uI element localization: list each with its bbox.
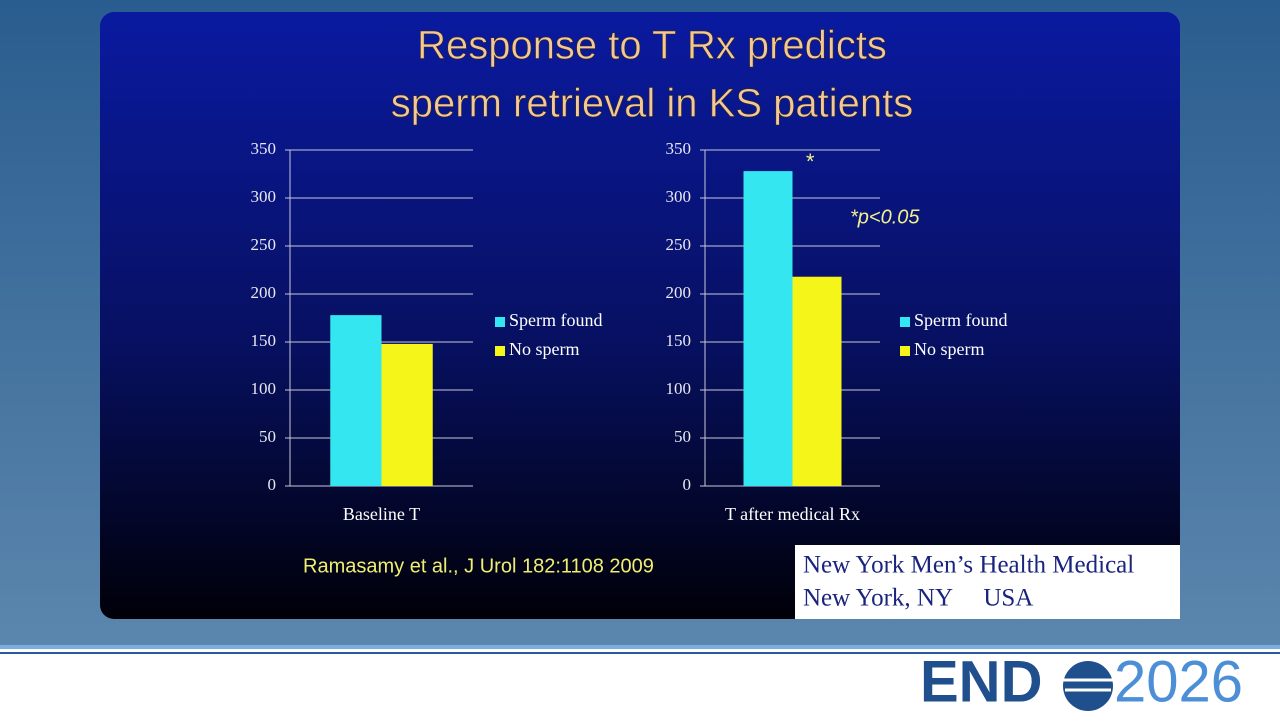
y-tick-label: 150 xyxy=(666,331,692,350)
footer-box xyxy=(795,545,1180,619)
y-tick-label: 350 xyxy=(251,139,277,158)
y-tick-label: 300 xyxy=(251,187,277,206)
x-tick-label: Baseline T xyxy=(343,504,420,524)
legend-swatch xyxy=(900,317,910,327)
bar xyxy=(381,343,433,486)
logo-text: END xyxy=(920,649,1042,714)
footer-text: New York, NY USA xyxy=(803,585,1033,612)
annotation: * xyxy=(805,149,815,174)
y-tick-label: 350 xyxy=(666,139,692,158)
legend-label: Sperm found xyxy=(509,310,603,330)
y-tick-label: 250 xyxy=(251,235,277,254)
slide-title: Response to T Rx predicts xyxy=(417,24,887,68)
y-tick-label: 100 xyxy=(666,379,692,398)
logo-text: 2026 xyxy=(1114,649,1243,714)
y-tick-label: 50 xyxy=(674,427,691,446)
legend-label: No sperm xyxy=(509,339,580,359)
legend-swatch xyxy=(495,317,505,327)
citation: Ramasamy et al., J Urol 182:1108 2009 xyxy=(303,555,654,577)
legend-swatch xyxy=(900,346,910,356)
x-tick-label: T after medical Rx xyxy=(725,504,860,524)
bar xyxy=(792,276,842,486)
slide-title: sperm retrieval in KS patients xyxy=(391,82,913,126)
bar xyxy=(330,315,382,486)
annotation: *p<0.05 xyxy=(850,206,920,228)
legend-swatch xyxy=(495,346,505,356)
stripe xyxy=(0,645,1280,649)
bar xyxy=(743,171,793,486)
y-tick-label: 200 xyxy=(251,283,277,302)
y-tick-label: 50 xyxy=(259,427,276,446)
y-tick-label: 0 xyxy=(683,475,692,494)
y-tick-label: 100 xyxy=(251,379,277,398)
legend-label: No sperm xyxy=(914,339,985,359)
y-tick-label: 200 xyxy=(666,283,692,302)
logo-globe xyxy=(1063,661,1113,711)
y-tick-label: 150 xyxy=(251,331,277,350)
footer-text: New York Men’s Health Medical xyxy=(803,552,1134,579)
y-tick-label: 0 xyxy=(268,475,277,494)
y-tick-label: 250 xyxy=(666,235,692,254)
stripe xyxy=(0,652,1280,654)
legend-label: Sperm found xyxy=(914,310,1008,330)
y-tick-label: 300 xyxy=(666,187,692,206)
